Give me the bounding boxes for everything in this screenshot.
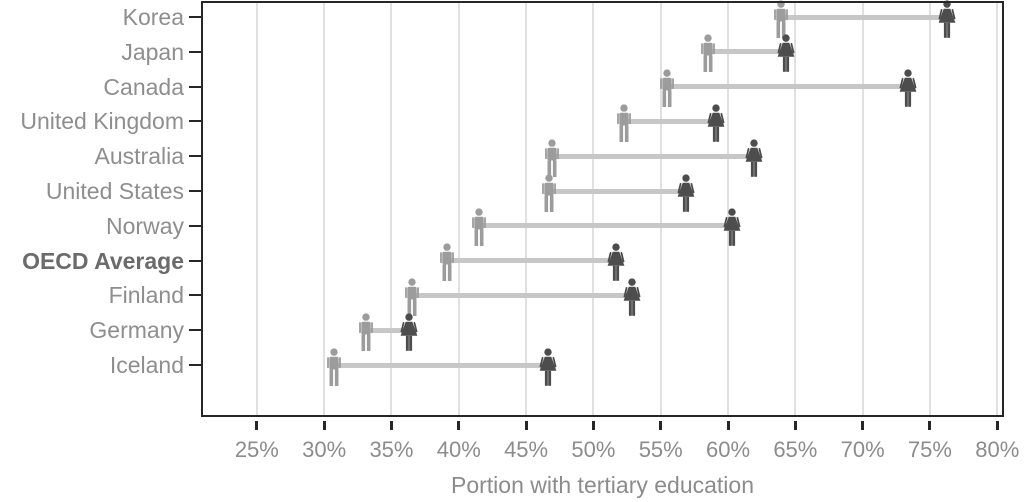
female-pictogram-icon: [397, 313, 421, 358]
country-label-canada: Canada: [103, 73, 184, 100]
country-label-united-kingdom: United Kingdom: [20, 108, 184, 135]
male-pictogram-icon: [614, 104, 634, 149]
x-tick-label: 40%: [436, 437, 481, 462]
y-tick: [189, 190, 202, 192]
x-tick: [322, 421, 326, 430]
grid-line: [592, 3, 595, 415]
grid-line: [323, 3, 326, 415]
grid-line: [928, 3, 931, 415]
x-tick-label: 60%: [706, 437, 751, 462]
x-tick-label: 45%: [504, 437, 549, 462]
grid-line: [390, 3, 393, 415]
y-tick: [189, 329, 202, 332]
country-label-iceland: Iceland: [109, 352, 184, 378]
female-pictogram-icon: [742, 139, 766, 184]
country-label-japan: Japan: [121, 38, 184, 65]
connector-line: [667, 84, 909, 90]
country-label-germany: Germany: [89, 317, 184, 344]
y-tick: [189, 50, 202, 53]
grid-line: [457, 3, 460, 415]
x-axis-title: Portion with tertiary education: [451, 472, 754, 498]
country-label-australia: Australia: [94, 143, 184, 170]
male-pictogram-icon: [437, 243, 457, 288]
x-tick-label: 55%: [638, 437, 683, 462]
x-tick: [995, 421, 999, 430]
female-pictogram-icon: [704, 104, 728, 149]
y-tick: [189, 364, 202, 366]
female-pictogram-icon: [536, 347, 560, 393]
x-tick: [524, 421, 528, 430]
x-tick-label: 65%: [773, 437, 818, 462]
grid-line: [996, 3, 999, 415]
female-pictogram-icon: [935, 0, 959, 45]
x-tick: [591, 421, 595, 430]
male-pictogram-icon: [402, 278, 422, 323]
connector-line: [624, 118, 716, 124]
connector-line: [551, 153, 754, 159]
x-tick-label: 70%: [840, 437, 885, 462]
male-pictogram-icon: [542, 139, 562, 184]
x-tick-label: 35%: [369, 437, 414, 462]
male-pictogram-icon: [539, 173, 559, 219]
connector-line: [446, 258, 617, 264]
male-pictogram-icon: [356, 313, 376, 358]
x-tick: [726, 421, 730, 430]
y-tick: [189, 85, 202, 88]
male-pictogram-icon: [771, 0, 791, 45]
female-pictogram-icon: [896, 69, 920, 114]
plot-area: [201, 0, 1004, 417]
x-tick-label: 80%: [975, 437, 1020, 462]
grid-line: [794, 3, 797, 415]
x-tick: [457, 421, 461, 430]
y-tick: [189, 155, 202, 158]
x-tick-label: 30%: [302, 437, 347, 462]
y-tick: [189, 259, 202, 262]
country-label-norway: Norway: [106, 212, 184, 239]
female-pictogram-icon: [720, 208, 744, 253]
plot-frame: [201, 1, 1004, 417]
y-tick: [189, 120, 202, 123]
male-pictogram-icon: [324, 347, 344, 393]
x-tick-label: 25%: [234, 437, 279, 462]
x-tick: [659, 421, 663, 430]
connector-line: [333, 362, 548, 368]
x-tick: [389, 421, 393, 430]
male-pictogram-icon: [698, 34, 718, 79]
country-label-united-states: United States: [45, 178, 184, 204]
x-tick: [928, 421, 932, 430]
grid-line: [525, 3, 528, 415]
grid-line: [861, 3, 864, 415]
connector-line: [365, 327, 409, 333]
country-label-oecd-average: OECD Average: [22, 247, 184, 274]
country-label-finland: Finland: [108, 282, 184, 309]
male-pictogram-icon: [469, 208, 489, 253]
connector-line: [478, 223, 733, 229]
x-tick: [793, 421, 797, 430]
y-tick: [189, 16, 202, 18]
female-pictogram-icon: [620, 278, 644, 323]
female-pictogram-icon: [774, 34, 798, 79]
connector-line: [411, 292, 633, 298]
connector-line: [780, 14, 948, 20]
grid-line: [659, 3, 662, 415]
x-tick: [255, 421, 259, 430]
y-tick: [189, 294, 202, 297]
x-tick-label: 75%: [907, 437, 952, 462]
country-label-korea: Korea: [122, 4, 184, 30]
y-tick: [189, 224, 202, 227]
x-tick-label: 50%: [571, 437, 616, 462]
grid-line: [727, 3, 730, 415]
female-pictogram-icon: [674, 173, 698, 219]
grid-line: [255, 3, 258, 415]
connector-line: [548, 188, 687, 194]
female-pictogram-icon: [604, 243, 628, 288]
male-pictogram-icon: [657, 69, 677, 114]
connector-line: [707, 49, 786, 55]
x-tick: [861, 421, 865, 430]
